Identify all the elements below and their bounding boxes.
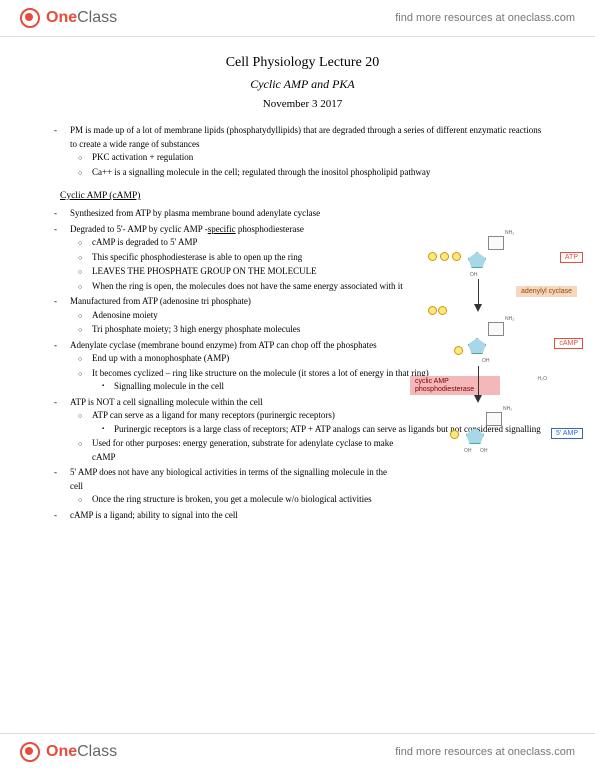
nh2-label: NH₂ — [505, 230, 514, 236]
list-item: Ca++ is a signalling molecule in the cel… — [70, 166, 545, 180]
phosphate-icon — [428, 306, 437, 315]
resources-link[interactable]: find more resources at oneclass.com — [395, 746, 575, 758]
arrow-icon — [478, 366, 479, 396]
phosphate-icon — [454, 346, 463, 355]
list-item: Synthesized from ATP by plasma membrane … — [60, 207, 545, 221]
molecule-diagram: NH₂ OH ATP adenylyl cyclase NH₂ OH cAMP … — [420, 234, 585, 484]
phosphate-icon — [450, 430, 459, 439]
atp-label: ATP — [560, 252, 583, 263]
logo-icon — [20, 742, 40, 762]
logo-text-one: One — [46, 743, 77, 761]
doc-title: Cell Physiology Lecture 20 — [60, 55, 545, 71]
list-item: Once the ring structure is broken, you g… — [70, 493, 390, 507]
nh2-label: NH₂ — [503, 406, 512, 412]
text: Degraded to 5'- AMP by cyclic AMP - — [70, 224, 208, 234]
section-heading: Cyclic AMP (cAMP) — [60, 191, 545, 201]
nh2-label: NH₂ — [505, 316, 514, 322]
text-underline: specific — [208, 224, 236, 234]
logo: OneClass — [20, 8, 117, 28]
phosphodiesterase-label: cyclic AMP phosphodiesterase — [410, 376, 500, 395]
text: ATP can serve as a ligand for many recep… — [92, 410, 335, 420]
arrow-icon — [474, 304, 482, 312]
page-header: OneClass find more resources at oneclass… — [0, 0, 595, 37]
phosphate-icon — [452, 252, 461, 261]
oh-label: OH — [480, 448, 488, 454]
ribose-icon — [468, 338, 486, 354]
text: Adenylate cyclase (membrane bound enzyme… — [70, 340, 377, 350]
text: It becomes cyclized – ring like structur… — [92, 368, 429, 378]
phosphate-icon — [428, 252, 437, 261]
document-content: Cell Physiology Lecture 20 Cyclic AMP an… — [0, 37, 595, 534]
text: phosphodiesterase — [236, 224, 304, 234]
oh-label: OH — [464, 448, 472, 454]
list-item: Used for other purposes: energy generati… — [70, 437, 400, 464]
text: Manufactured from ATP (adenosine tri pho… — [70, 296, 251, 306]
logo-icon — [20, 8, 40, 28]
logo-text-class: Class — [77, 743, 117, 761]
resources-link[interactable]: find more resources at oneclass.com — [395, 12, 575, 24]
adenine-icon — [488, 322, 504, 336]
arrow-icon — [474, 395, 482, 403]
text: 5' AMP does not have any biological acti… — [70, 467, 387, 491]
h2o-label: H₂O — [538, 376, 547, 382]
intro-text: PM is made up of a lot of membrane lipid… — [70, 125, 541, 149]
list-item: PM is made up of a lot of membrane lipid… — [60, 124, 545, 179]
logo-text-class: Class — [77, 9, 117, 27]
list-item: cAMP is a ligand; ability to signal into… — [60, 509, 390, 523]
phosphate-icon — [440, 252, 449, 261]
list-item: PKC activation + regulation — [70, 151, 545, 165]
doc-subtitle: Cyclic AMP and PKA — [60, 77, 545, 92]
page-footer: OneClass find more resources at oneclass… — [0, 733, 595, 770]
ribose-icon — [466, 428, 484, 444]
doc-date: November 3 2017 — [60, 98, 545, 110]
text: ATP is NOT a cell signalling molecule wi… — [70, 397, 263, 407]
adenine-icon — [486, 412, 502, 426]
list-item: 5' AMP does not have any biological acti… — [60, 466, 390, 507]
adenylyl-cyclase-label: adenylyl cyclase — [516, 286, 577, 297]
oh-label: OH — [482, 358, 490, 364]
adenine-icon — [488, 236, 504, 250]
amp-label: 5' AMP — [551, 428, 583, 439]
logo-text-one: One — [46, 9, 77, 27]
ribose-icon — [468, 252, 486, 268]
oh-label: OH — [470, 272, 478, 278]
intro-list: PM is made up of a lot of membrane lipid… — [60, 124, 545, 179]
logo: OneClass — [20, 742, 117, 762]
camp-label: cAMP — [554, 338, 583, 349]
phosphate-icon — [438, 306, 447, 315]
arrow-icon — [478, 279, 479, 305]
